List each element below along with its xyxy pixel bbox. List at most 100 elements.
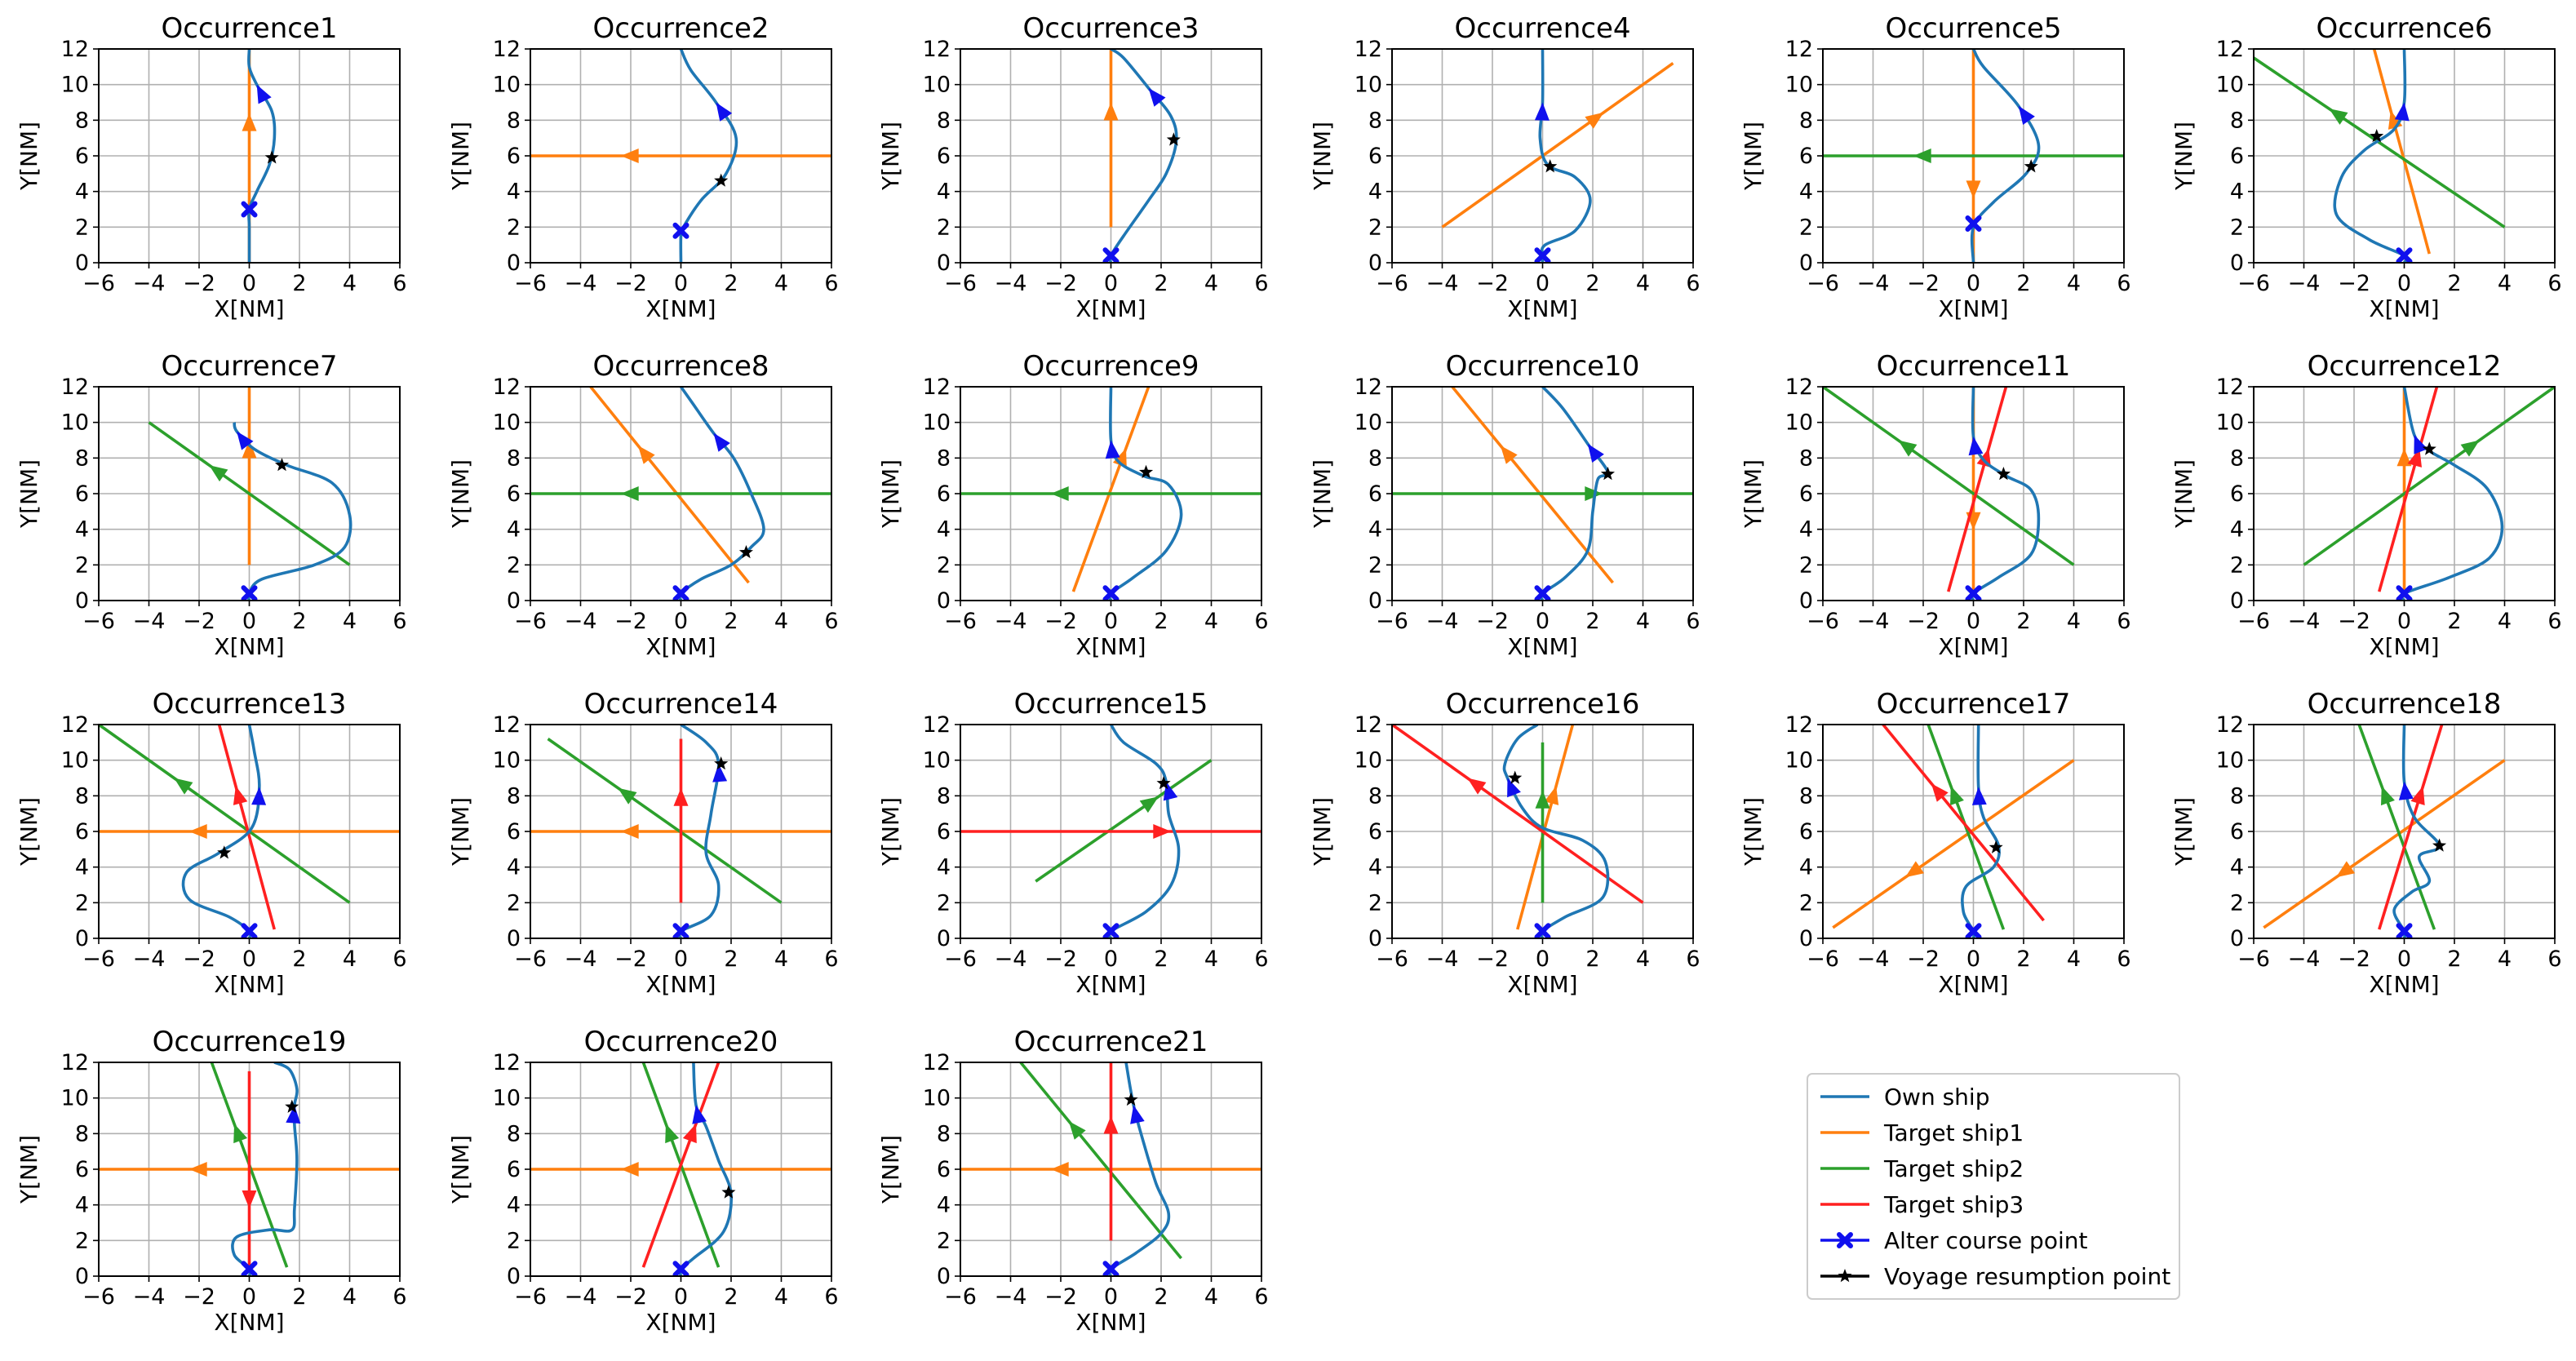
x-tick-label: 2	[2447, 946, 2461, 972]
x-tick-label: 4	[1204, 609, 1218, 634]
x-tick-label: 6	[824, 271, 838, 296]
y-tick-label: 8	[1368, 446, 1382, 471]
y-tick-label: 2	[75, 552, 89, 578]
alter-course-marker	[1965, 585, 1982, 601]
y-axis-label: Y[NM]	[1740, 797, 1767, 867]
y-tick-label: 8	[75, 1121, 89, 1146]
y-axis-label: Y[NM]	[447, 1135, 474, 1204]
x-tick-label: −6	[944, 946, 977, 972]
y-tick-label: 12	[493, 1050, 521, 1075]
y-tick-label: 4	[937, 1193, 951, 1218]
y-axis-label: Y[NM]	[1740, 122, 1767, 191]
y-tick-label: 0	[507, 588, 521, 614]
target-arrow-t2	[1068, 1121, 1086, 1140]
y-tick-label: 8	[1368, 783, 1382, 809]
y-tick-label: 12	[61, 375, 89, 400]
x-tick-label: 4	[2498, 609, 2512, 634]
y-tick-label: 10	[1355, 410, 1382, 436]
x-tick-label: 4	[2067, 609, 2081, 634]
y-tick-label: 8	[937, 783, 951, 809]
x-tick-label: −6	[1376, 271, 1408, 296]
plot-area	[1832, 725, 2075, 938]
legend-item-resume: Voyage resumption point	[1820, 1263, 2170, 1290]
plot-area	[1392, 725, 1644, 938]
y-tick-label: 2	[75, 215, 89, 240]
y-tick-label: 2	[1368, 215, 1382, 240]
x-axis-label: X[NM]	[1938, 971, 2008, 998]
y-tick-label: 6	[75, 144, 89, 169]
x-tick-label: 2	[2447, 271, 2461, 296]
voyage-resumption-marker	[1543, 159, 1558, 173]
legend-item-t3: Target ship3	[1820, 1191, 2024, 1218]
plot-area	[2254, 49, 2506, 263]
voyage-resumption-marker	[274, 458, 289, 472]
y-tick-label: 12	[61, 37, 89, 62]
x-tick-label: −4	[2288, 946, 2321, 972]
subplot-title: Occurrence5	[1885, 12, 2061, 45]
x-tick-label: 0	[1104, 946, 1118, 972]
y-tick-label: 10	[493, 410, 521, 436]
x-tick-label: 0	[1966, 946, 1980, 972]
y-tick-label: 10	[1355, 748, 1382, 774]
x-tick-label: −6	[2237, 271, 2270, 296]
x-axis-label: X[NM]	[2369, 295, 2439, 322]
legend-label: Target ship2	[1883, 1155, 2024, 1182]
own-ship-arrow	[256, 84, 272, 104]
target-line-t2	[148, 421, 351, 566]
y-tick-label: 8	[937, 446, 951, 471]
alter-course-marker	[672, 222, 689, 239]
target-arrow-t1	[242, 113, 257, 131]
target-arrow-t2	[1898, 440, 1918, 457]
target-line-t1	[1071, 387, 1151, 592]
x-tick-label: 6	[824, 946, 838, 972]
x-tick-label: −6	[514, 1284, 547, 1310]
plot-area	[2263, 725, 2506, 938]
target-arrow-t1	[620, 149, 639, 163]
voyage-resumption-marker	[1508, 770, 1523, 784]
x-tick-label: −2	[614, 271, 647, 296]
x-axis-label: X[NM]	[645, 971, 716, 998]
x-tick-label: −6	[1807, 946, 1839, 972]
y-tick-label: 0	[75, 926, 89, 951]
y-tick-label: 10	[923, 1086, 951, 1111]
x-axis-label: X[NM]	[1507, 971, 1577, 998]
y-tick-label: 4	[2230, 180, 2244, 205]
x-tick-label: 2	[292, 1284, 306, 1310]
own-ship-path	[247, 49, 277, 263]
x-axis-label: X[NM]	[1075, 295, 1146, 322]
target-arrow-t1	[1585, 112, 1604, 129]
y-tick-label: 0	[937, 926, 951, 951]
target-arrow-t3	[1153, 824, 1172, 839]
x-tick-label: −4	[2288, 271, 2321, 296]
voyage-resumption-marker	[721, 1185, 736, 1199]
y-tick-label: 4	[75, 180, 89, 205]
plot-area	[1441, 49, 1674, 263]
y-tick-label: 6	[507, 144, 521, 169]
x-tick-label: −6	[1807, 609, 1839, 634]
x-axis-label: X[NM]	[1938, 633, 2008, 660]
x-tick-label: 2	[1154, 609, 1168, 634]
y-tick-label: 2	[507, 1228, 521, 1253]
own-ship-arrow	[251, 787, 267, 805]
subplot-12: Occurrence12 −6 −4 −2 0 2 4 6 0 2 4 6 8 10 12 X[NM] Y[NM…	[2170, 350, 2562, 660]
x-tick-label: −6	[514, 946, 547, 972]
x-tick-label: 6	[2547, 946, 2561, 972]
y-tick-label: 6	[937, 819, 951, 845]
voyage-resumption-marker	[2370, 129, 2384, 143]
x-tick-label: 0	[242, 946, 256, 972]
x-tick-label: −6	[944, 1284, 977, 1310]
x-tick-label: 4	[1204, 271, 1218, 296]
target-arrow-t1	[620, 1162, 639, 1177]
plot-area	[1823, 387, 2075, 601]
target-arrow-t1	[620, 824, 639, 839]
subplot-title: Occurrence18	[2308, 688, 2502, 720]
target-arrow-t3	[242, 1190, 257, 1208]
x-tick-label: −4	[133, 1284, 166, 1310]
y-axis-label: Y[NM]	[1740, 459, 1767, 529]
own-ship-arrow	[1148, 88, 1166, 107]
x-tick-label: −2	[183, 946, 215, 972]
x-tick-label: 0	[2397, 609, 2411, 634]
target-arrow-t3	[2407, 448, 2422, 468]
x-tick-label: −4	[133, 271, 166, 296]
subplot-title: Occurrence3	[1022, 12, 1199, 45]
